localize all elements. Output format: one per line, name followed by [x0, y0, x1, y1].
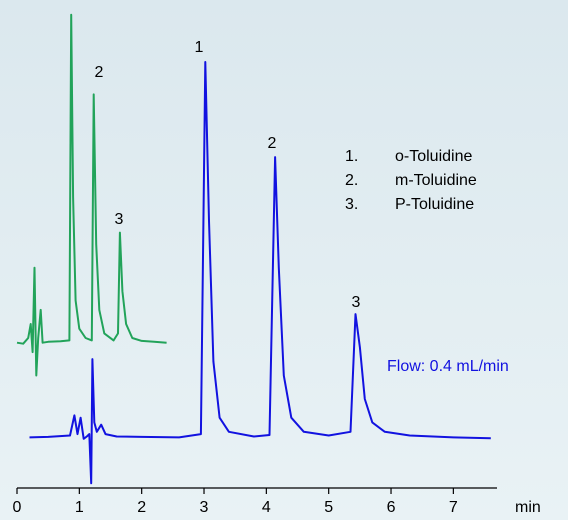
peak-label: 2 [95, 64, 104, 81]
compound-name: P-Toluidine [395, 196, 474, 213]
peak-label: 3 [352, 294, 361, 311]
plot-area [16, 13, 491, 485]
trace [29, 61, 491, 485]
compound-number: 1. [345, 148, 358, 165]
compound-number: 3. [345, 196, 358, 213]
trace [16, 13, 167, 377]
compound-name: o-Toluidine [395, 148, 472, 165]
flow-note: Flow: 0.4 mL/min [387, 358, 509, 375]
compound-number: 2. [345, 172, 358, 189]
peak-label: 1 [195, 39, 204, 56]
x-tick-label: 0 [13, 499, 22, 516]
x-tick-label: 7 [449, 499, 458, 516]
x-tick-label: 2 [137, 499, 146, 516]
x-tick-label: 1 [75, 499, 84, 516]
x-tick-label: 3 [200, 499, 209, 516]
peak-label: 3 [115, 211, 124, 228]
x-tick-label: 5 [324, 499, 333, 516]
peak-label: 2 [268, 135, 277, 152]
x-tick-label: 6 [387, 499, 396, 516]
compound-name: m-Toluidine [395, 172, 477, 189]
x-tick-label: 4 [262, 499, 271, 516]
x-axis-label: min [515, 499, 541, 516]
